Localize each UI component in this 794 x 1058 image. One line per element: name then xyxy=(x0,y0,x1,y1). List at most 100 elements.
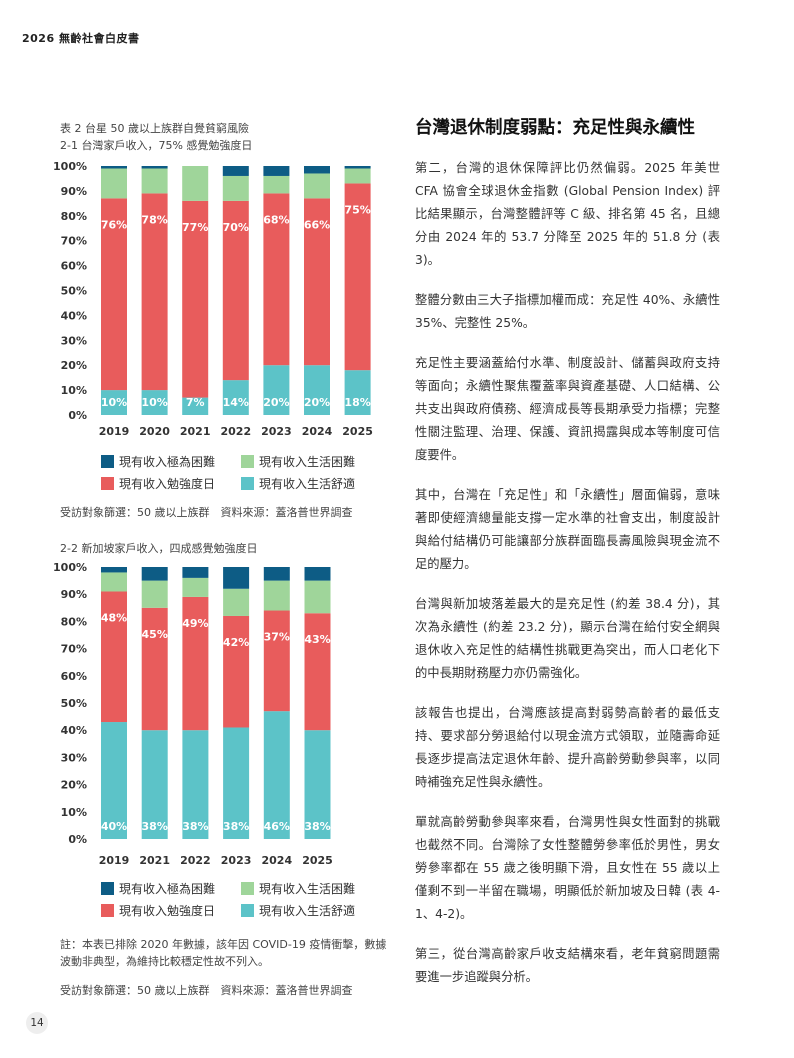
bar-segment xyxy=(304,166,330,174)
data-label: 18% xyxy=(344,396,370,409)
bar-segment xyxy=(141,607,168,731)
y-tick-label: 20% xyxy=(61,359,87,372)
bar-segment xyxy=(182,567,209,578)
data-label: 37% xyxy=(264,631,290,644)
data-label: 14% xyxy=(223,396,249,409)
data-label: 10% xyxy=(101,396,127,409)
legend-swatch xyxy=(241,881,254,895)
bar-segment xyxy=(223,727,250,839)
data-label: 38% xyxy=(182,820,208,833)
x-tick-label: 2021 xyxy=(139,854,170,867)
legend2-item-getby: 現有收入勉強度日 xyxy=(101,902,241,919)
bar-segment xyxy=(304,198,330,366)
chart1-legend: 現有收入極為困難 現有收入生活困難 現有收入勉強度日 現有收入生活舒適 xyxy=(101,450,381,494)
x-tick-label: 2021 xyxy=(180,425,211,438)
data-label: 76% xyxy=(101,218,127,231)
bar-segment xyxy=(101,572,127,592)
bar-segment xyxy=(141,580,168,608)
legend2-item-extreme: 現有收入極為困難 xyxy=(101,880,241,897)
y-tick-label: 80% xyxy=(61,615,87,628)
data-label: 66% xyxy=(304,218,330,231)
y-tick-label: 80% xyxy=(61,210,87,223)
legend1-item-comfort: 現有收入生活舒適 xyxy=(241,475,381,492)
article-title: 台灣退休制度弱點：充足性與永續性 xyxy=(415,118,695,138)
y-tick-label: 40% xyxy=(61,724,87,737)
y-tick-label: 60% xyxy=(61,260,87,273)
y-tick-label: 10% xyxy=(61,806,87,819)
y-tick-label: 40% xyxy=(61,309,87,322)
bar-segment xyxy=(101,168,127,199)
legend1-item-extreme: 現有收入極為困難 xyxy=(101,453,241,470)
legend-label: 現有收入生活困難 xyxy=(259,454,356,469)
data-label: 40% xyxy=(101,820,127,833)
data-label: 70% xyxy=(223,221,249,234)
bar-segment xyxy=(141,567,168,581)
data-label: 77% xyxy=(182,221,208,234)
bar-segment xyxy=(304,567,331,581)
bar-segment xyxy=(263,580,290,611)
y-tick-label: 0% xyxy=(68,409,87,422)
bar-segment xyxy=(304,730,331,839)
legend-label: 現有收入生活舒適 xyxy=(259,476,356,491)
article-paragraph: 單就高齡勞動參與率來看，台灣男性與女性面對的挑戰也截然不同。台灣除了女性整體勞參… xyxy=(415,815,720,921)
legend-swatch xyxy=(101,903,114,917)
bar-segment xyxy=(182,397,209,415)
chart2-source: 受訪對象篩選：50 歲以上族群 資料來源：蓋洛普世界調查 xyxy=(60,984,353,997)
bar-segment xyxy=(101,722,127,839)
chart2: 0% 10% 20% 30% 40% 50% 60% 70% 80% 90% 100% 40% 48% 2… xyxy=(0,560,390,872)
legend-label: 現有收入生活困難 xyxy=(259,881,356,896)
legend-swatch xyxy=(101,454,114,468)
legend-swatch xyxy=(101,881,114,895)
bar-segment xyxy=(263,365,290,415)
bar-segment xyxy=(263,175,290,194)
y-tick-label: 60% xyxy=(61,670,87,683)
bar-segment xyxy=(304,173,330,199)
bar-segment xyxy=(141,193,168,391)
x-tick-label: 2025 xyxy=(302,854,333,867)
legend-label: 現有收入極為困難 xyxy=(119,454,216,469)
data-label: 78% xyxy=(141,213,167,226)
data-label: 20% xyxy=(263,396,289,409)
legend-label: 現有收入勉強度日 xyxy=(119,903,216,918)
bar-segment xyxy=(344,370,371,415)
chart2-note: 註：本表已排除 2020 年數據，該年因 COVID-19 疫情衝擊，數據波動非… xyxy=(60,938,387,968)
data-label: 38% xyxy=(304,820,330,833)
chart2-caption: 2-2 新加坡家戶收入，四成感覺勉強度日 xyxy=(60,542,258,555)
article-paragraph: 該報告也提出，台灣應該提高對弱勢高齡者的最低支持、要求部分勞退給付以現金流方式領… xyxy=(415,706,720,789)
y-tick-label: 20% xyxy=(61,779,87,792)
bar-segment xyxy=(263,711,290,839)
bar-segment xyxy=(344,168,371,184)
bar-segment xyxy=(304,365,330,415)
bar-segment xyxy=(141,730,168,839)
y-tick-label: 30% xyxy=(61,751,87,764)
y-tick-label: 100% xyxy=(53,160,87,173)
x-tick-label: 2022 xyxy=(220,425,251,438)
chart1-svg: 0% 10% 20% 30% 40% 50% 60% 70% 80% 90% 100% 10% 76% 2… xyxy=(53,160,373,438)
y-tick-label: 10% xyxy=(61,384,87,397)
x-tick-label: 2023 xyxy=(261,425,292,438)
bar-segment xyxy=(101,198,127,391)
bar-segment xyxy=(141,390,168,415)
bar-segment xyxy=(141,168,168,194)
legend2-item-comfort: 現有收入生活舒適 xyxy=(241,902,381,919)
bar-segment xyxy=(222,175,249,201)
y-tick-label: 90% xyxy=(61,588,87,601)
data-label: 38% xyxy=(223,820,249,833)
data-label: 20% xyxy=(304,396,330,409)
data-label: 68% xyxy=(263,213,289,226)
legend-label: 現有收入生活舒適 xyxy=(259,903,356,918)
bar-segment xyxy=(344,183,371,371)
article-paragraph: 整體分數由三大子指標加權而成：充足性 40%、永續性 35%、完整性 25%。 xyxy=(415,293,720,330)
data-label: 38% xyxy=(142,820,168,833)
bar-segment xyxy=(182,200,209,398)
chart1-caption-line2: 2-1 台灣家戶收入，75% 感覺勉強度日 xyxy=(60,139,253,152)
bar-segment xyxy=(182,577,209,597)
bar-segment xyxy=(141,166,168,169)
article-paragraph: 其中，台灣在「充足性」和「永續性」層面偏弱，意味著即使經濟總量能支撐一定水準的社… xyxy=(415,488,720,571)
legend-swatch xyxy=(101,476,114,490)
x-tick-label: 2022 xyxy=(180,854,211,867)
bar-segment xyxy=(222,166,249,176)
bar-segment xyxy=(223,567,250,589)
legend-label: 現有收入極為困難 xyxy=(119,881,216,896)
legend-label: 現有收入勉強度日 xyxy=(119,476,216,491)
